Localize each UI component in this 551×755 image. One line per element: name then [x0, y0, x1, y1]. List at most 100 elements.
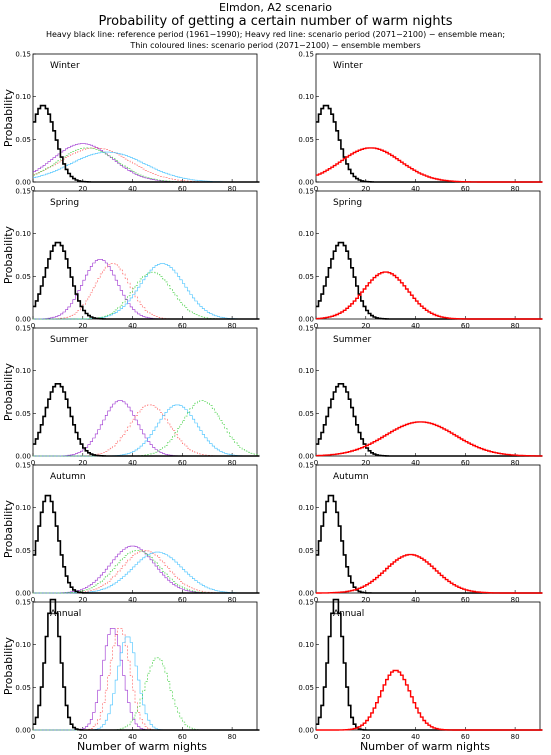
autumn-left-xtick-label-1: 20	[78, 596, 87, 604]
spring-right-ytick-label-2: 0.10	[298, 230, 314, 238]
annual-left-series-member-1	[33, 628, 260, 731]
autumn-right-xtick-label-4: 80	[511, 596, 520, 604]
annual-right-xtick-label-1: 20	[361, 733, 370, 741]
autumn-left-series-member-3	[33, 550, 260, 594]
summer-left-season-label: Summer	[50, 335, 88, 345]
autumn-right-series-ensemble_mean-1	[316, 553, 543, 594]
annual-left-ytick-label-0: 0.00	[15, 727, 31, 735]
spring-right-ytick-label-1: 0.05	[298, 273, 314, 281]
summer-left-xtick-label-0: 0	[31, 459, 35, 467]
autumn-left-ytick-label-2: 0.10	[15, 504, 31, 512]
spring-right-frame	[315, 190, 541, 320]
summer-right-xtick-label-4: 80	[511, 459, 520, 467]
winter-left-season-label: Winter	[50, 61, 80, 71]
winter-right-xtick-label-3: 60	[461, 185, 470, 193]
annual-right-xtick-label-3: 60	[461, 733, 470, 741]
summer-left-y-axis-label: Probability	[2, 362, 15, 421]
winter-left-xtick-label-4: 80	[228, 185, 237, 193]
summer-left-xtick-label-1: 20	[78, 459, 87, 467]
summer-left-xtick-label-3: 60	[178, 459, 187, 467]
autumn-right-xtick-label-2: 40	[411, 596, 420, 604]
annual-right-xtick-label-2: 40	[411, 733, 420, 741]
autumn-right-xtick-label-0: 0	[314, 596, 318, 604]
winter-right-ytick-label-1: 0.05	[298, 136, 314, 144]
summer-right-ytick-label-3: 0.15	[298, 325, 314, 333]
annual-right-ytick-label-2: 0.10	[298, 641, 314, 649]
spring-left-y-axis-label: Probability	[2, 225, 15, 284]
annual-left-xtick-label-4: 80	[228, 733, 237, 741]
autumn-left-ytick-label-1: 0.05	[15, 547, 31, 555]
figure-title-line2: Probability of getting a certain number …	[98, 14, 452, 29]
summer-right-xtick-label-2: 40	[411, 459, 420, 467]
x-axis-label-right: Number of warm nights	[360, 740, 490, 753]
spring-right-xtick-label-1: 20	[361, 322, 370, 330]
autumn-left-ytick-label-3: 0.15	[15, 462, 31, 470]
summer-left-series-member-1	[33, 404, 260, 457]
summer-left-ytick-label-2: 0.10	[15, 367, 31, 375]
winter-right-season-label: Winter	[333, 61, 363, 71]
autumn-left-series-member-2	[33, 551, 260, 594]
winter-right-series-reference-0	[316, 104, 543, 183]
autumn-left-y-axis-label: Probability	[2, 499, 15, 558]
annual-right-season-label: Annual	[333, 609, 364, 619]
summer-right-ytick-label-1: 0.05	[298, 410, 314, 418]
winter-right-ytick-label-3: 0.15	[298, 51, 314, 59]
winter-right-xtick-label-2: 40	[411, 185, 420, 193]
annual-right-xtick-label-4: 80	[511, 733, 520, 741]
summer-right-xtick-label-1: 20	[361, 459, 370, 467]
annual-right-ytick-label-1: 0.05	[298, 684, 314, 692]
spring-left-season-label: Spring	[50, 198, 79, 208]
autumn-right-xtick-label-3: 60	[461, 596, 470, 604]
summer-left-series-member-0	[33, 400, 260, 457]
legend-line2: Thin coloured lines: scenario period (20…	[129, 41, 420, 50]
autumn-right-season-label: Autumn	[333, 472, 369, 482]
spring-right-xtick-label-0: 0	[314, 322, 318, 330]
annual-left-season-label: Annual	[50, 609, 81, 619]
autumn-left-xtick-label-2: 40	[128, 596, 137, 604]
winter-left-xtick-label-3: 60	[178, 185, 187, 193]
annual-right-frame	[315, 601, 541, 731]
autumn-right-xtick-label-1: 20	[361, 596, 370, 604]
spring-right-xtick-label-2: 40	[411, 322, 420, 330]
summer-right-season-label: Summer	[333, 335, 371, 345]
winter-left-ytick-label-2: 0.10	[15, 93, 31, 101]
spring-left-ytick-label-3: 0.15	[15, 188, 31, 196]
spring-left-series-member-3	[33, 271, 260, 320]
summer-right-series-reference-0	[316, 383, 543, 457]
summer-left-series-reference-4	[33, 383, 260, 457]
winter-left-y-axis-label: Probability	[2, 88, 15, 147]
autumn-right-ytick-label-0: 0.00	[298, 590, 314, 598]
spring-left-xtick-label-3: 60	[178, 322, 187, 330]
summer-left-series-member-3	[33, 400, 260, 457]
winter-right-ytick-label-0: 0.00	[298, 179, 314, 187]
winter-left-xtick-label-1: 20	[78, 185, 87, 193]
spring-right-series-reference-0	[316, 241, 543, 320]
winter-left-ytick-label-1: 0.05	[15, 136, 31, 144]
winter-left-ytick-label-3: 0.15	[15, 51, 31, 59]
winter-left-xtick-label-2: 40	[128, 185, 137, 193]
annual-right-ytick-label-0: 0.00	[298, 727, 314, 735]
spring-right-xtick-label-3: 60	[461, 322, 470, 330]
spring-right-xtick-label-4: 80	[511, 322, 520, 330]
summer-left-xtick-label-2: 40	[128, 459, 137, 467]
spring-left-xtick-label-4: 80	[228, 322, 237, 330]
autumn-right-ytick-label-1: 0.05	[298, 547, 314, 555]
autumn-left-xtick-label-4: 80	[228, 596, 237, 604]
autumn-left-ytick-label-0: 0.00	[15, 590, 31, 598]
summer-right-xtick-label-0: 0	[314, 459, 318, 467]
spring-left-series-member-1	[33, 263, 260, 320]
spring-left-ytick-label-0: 0.00	[15, 316, 31, 324]
autumn-left-xtick-label-3: 60	[178, 596, 187, 604]
annual-right-xtick-label-0: 0	[314, 733, 318, 741]
autumn-left-season-label: Autumn	[50, 472, 86, 482]
spring-right-season-label: Spring	[333, 198, 362, 208]
winter-right-xtick-label-0: 0	[314, 185, 318, 193]
summer-right-ytick-label-2: 0.10	[298, 367, 314, 375]
spring-right-series-ensemble_mean-1	[316, 271, 543, 320]
annual-right-series-reference-0	[316, 598, 543, 731]
annual-left-ytick-label-1: 0.05	[15, 684, 31, 692]
summer-right-ytick-label-0: 0.00	[298, 453, 314, 461]
summer-left-ytick-label-0: 0.00	[15, 453, 31, 461]
spring-left-frame	[32, 190, 258, 320]
spring-left-ytick-label-2: 0.10	[15, 230, 31, 238]
